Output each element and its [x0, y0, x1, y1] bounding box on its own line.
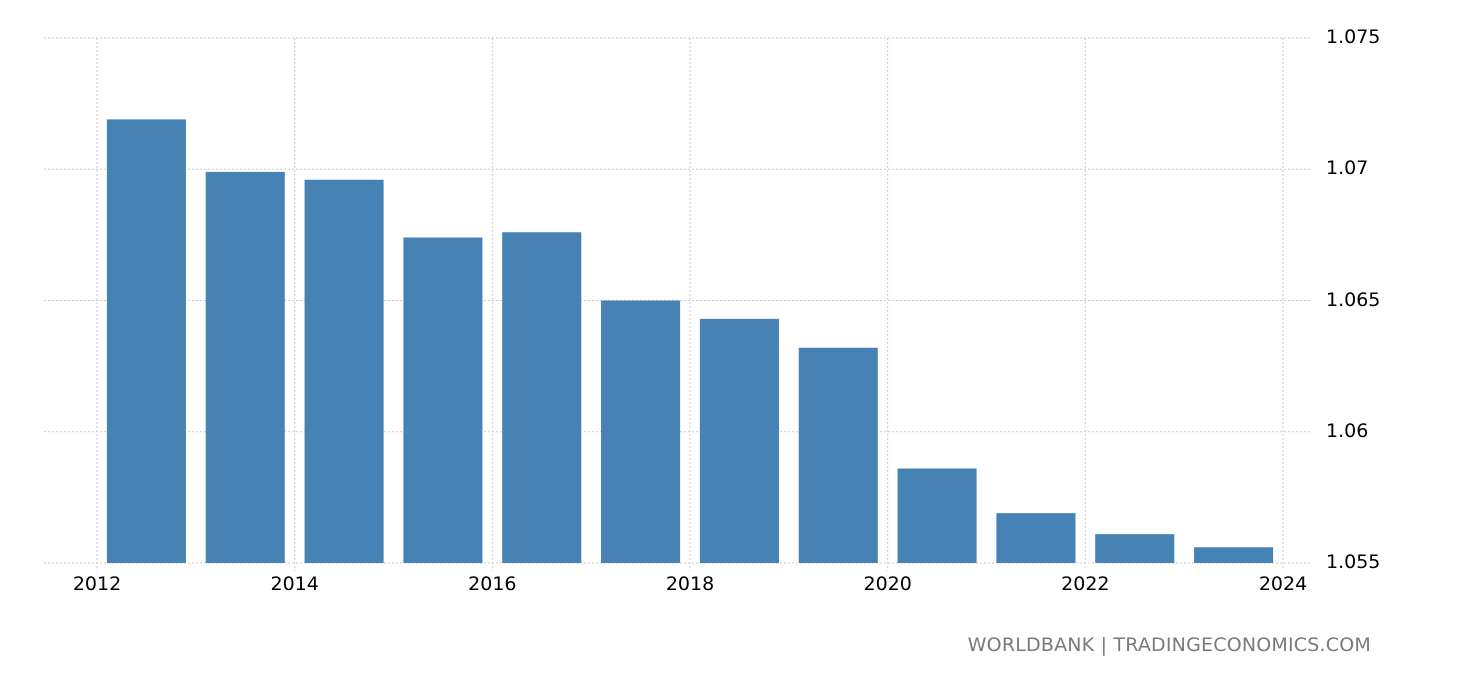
x-tick-label: 2016: [468, 573, 517, 595]
bar-2021[interactable]: [996, 513, 1076, 563]
bar-2020[interactable]: [897, 468, 977, 564]
source-credit: WORLDBANK | TRADINGECONOMICS.COM: [967, 634, 1371, 656]
y-tick-label: 1.075: [1326, 26, 1381, 48]
bar-2015[interactable]: [403, 237, 483, 564]
x-tick-label: 2020: [863, 573, 912, 595]
bar-2023[interactable]: [1194, 547, 1274, 563]
bar-2013[interactable]: [205, 171, 285, 563]
bar-2018[interactable]: [699, 318, 779, 563]
y-tick-label: 1.055: [1326, 551, 1381, 573]
y-tick-label: 1.065: [1326, 288, 1381, 311]
x-tick-label: 2014: [270, 573, 319, 595]
bar-2022[interactable]: [1095, 534, 1175, 563]
y-tick-label: 1.07: [1326, 157, 1369, 180]
bar-2012[interactable]: [106, 119, 186, 563]
y-tick-label: 1.06: [1326, 419, 1369, 442]
bar-2014[interactable]: [304, 179, 384, 563]
x-tick-label: 2018: [665, 573, 715, 595]
bar-2017[interactable]: [601, 300, 681, 564]
bar-2019[interactable]: [798, 347, 878, 563]
bar-2016[interactable]: [502, 232, 582, 563]
x-tick-label: 2012: [72, 573, 122, 595]
x-tick-label: 2022: [1061, 573, 1110, 595]
bar-series: [106, 119, 1274, 564]
x-tick-label: 2024: [1258, 573, 1308, 595]
